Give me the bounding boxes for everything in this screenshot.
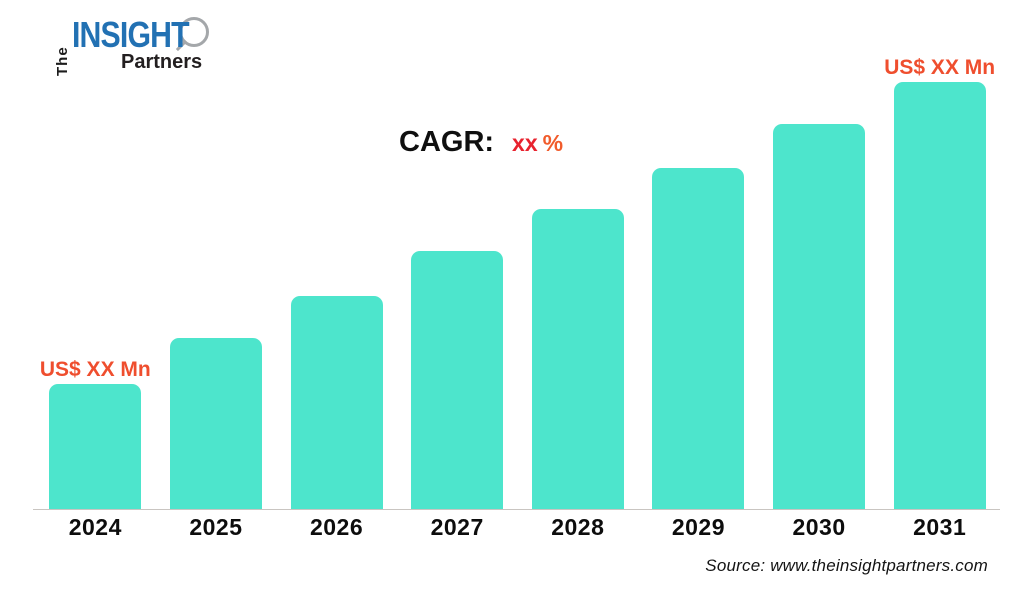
value-label-2024: US$ XX Mn: [39, 358, 151, 381]
insight-partners-logo: The INSIGHT Partners: [28, 6, 209, 78]
logo-partners-text: Partners: [121, 51, 203, 73]
x-tick-2027: 2027: [430, 514, 484, 540]
x-tick-2028: 2028: [551, 514, 605, 540]
bar-column-2027: [397, 251, 518, 509]
cagr-value: xx: [512, 130, 538, 156]
bar-2025: [169, 338, 262, 509]
x-axis-line: [33, 509, 1000, 510]
cagr-annotation: CAGR: xx %: [399, 126, 563, 159]
x-tick-2024: 2024: [68, 514, 122, 540]
x-tick-2029: 2029: [671, 514, 726, 540]
bar-column-2025: [156, 338, 277, 509]
x-axis-tick-labels: 2024 2025 2026 2027 2028 2029 2030 2031: [35, 514, 1000, 541]
x-tick-2030: 2030: [792, 514, 846, 540]
bar-2026: [290, 296, 383, 509]
bar-plot-area: US$ XX Mn US$ XX Mn: [35, 0, 1000, 509]
bar-column-2026: [276, 296, 397, 509]
bar-2027: [411, 251, 504, 509]
bar-2030: [773, 124, 866, 509]
bar-2024: [49, 384, 142, 509]
logo-insight-text: INSIGHT: [72, 14, 190, 55]
bar-2028: [531, 209, 624, 509]
cagr-percent-sign: %: [542, 130, 564, 156]
x-tick-2025: 2025: [189, 514, 243, 540]
bar-column-2028: [518, 209, 639, 509]
x-tick-2026: 2026: [309, 514, 364, 540]
bar-column-2031: US$ XX Mn: [879, 56, 1000, 509]
cagr-label: CAGR:: [399, 126, 495, 158]
bar-2029: [652, 168, 745, 509]
bar-column-2029: [638, 168, 759, 509]
bar-2031: [893, 82, 986, 509]
bar-column-2030: [759, 124, 880, 509]
value-label-2031: US$ XX Mn: [884, 56, 996, 79]
source-attribution: Source: www.theinsightpartners.com: [705, 556, 988, 575]
bar-column-2024: US$ XX Mn: [35, 358, 156, 509]
x-tick-2031: 2031: [913, 514, 967, 540]
